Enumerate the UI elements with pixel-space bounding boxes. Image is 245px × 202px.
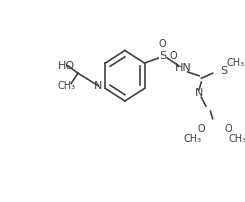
Text: O: O — [197, 124, 205, 134]
Text: O: O — [225, 124, 233, 134]
Text: S: S — [220, 66, 228, 76]
Text: CH₃: CH₃ — [183, 134, 201, 144]
Text: CH₃: CH₃ — [226, 58, 245, 68]
Text: N: N — [195, 88, 203, 98]
Text: CH₃: CH₃ — [229, 134, 245, 144]
Text: O: O — [169, 50, 177, 61]
Text: N: N — [94, 81, 103, 91]
Text: HN: HN — [175, 63, 192, 73]
Text: S: S — [159, 50, 166, 61]
Text: O: O — [159, 39, 167, 49]
Text: CH₃: CH₃ — [58, 81, 76, 91]
Text: HO: HO — [58, 61, 75, 71]
